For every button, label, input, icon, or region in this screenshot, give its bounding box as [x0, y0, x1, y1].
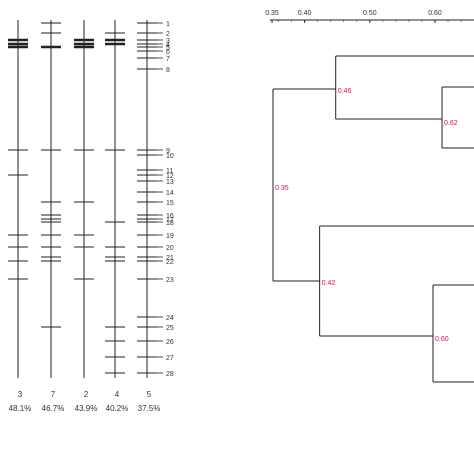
band-number: 26: [166, 339, 174, 346]
band-number: 23: [166, 277, 174, 284]
lane-percent-label: 43.9%: [75, 404, 98, 413]
axis-tick-label: 0.60: [428, 10, 442, 17]
node-similarity-label: 0.42: [322, 280, 336, 287]
gel-panel: 348.1%746.7%243.9%440.2%537.5%1234567891…: [8, 20, 174, 413]
lane-percent-label: 40.2%: [106, 404, 129, 413]
band-number: 13: [166, 179, 174, 186]
band-number: 16: [166, 213, 174, 220]
band-number: 11: [166, 168, 173, 175]
band-number: 19: [166, 233, 174, 240]
band-number: 21: [166, 255, 174, 262]
band-number: 12: [166, 173, 174, 180]
lane-percent-label: 37.5%: [138, 404, 161, 413]
lane-label: 2: [84, 390, 89, 399]
band-number: 27: [166, 355, 174, 362]
band-number: 28: [166, 371, 174, 378]
band-number: 10: [166, 153, 174, 160]
band-number: 2: [166, 31, 170, 38]
band-number: 14: [166, 190, 174, 197]
band-number: 24: [166, 315, 174, 322]
node-similarity-label: 0.35: [275, 185, 289, 192]
band-number: 17: [166, 217, 174, 224]
lane-label: 4: [115, 390, 120, 399]
node-similarity-label: 0.62: [444, 120, 458, 127]
lane-label: 5: [147, 390, 152, 399]
band-number: 3: [166, 38, 170, 45]
lane-percent-label: 48.1%: [9, 404, 32, 413]
band-number: 18: [166, 220, 174, 227]
band-number: 8: [166, 67, 170, 74]
axis-tick-label: 0.35: [265, 10, 279, 17]
band-number: 4: [166, 42, 170, 49]
lane-percent-label: 46.7%: [42, 404, 65, 413]
lane-label: 7: [51, 390, 56, 399]
band-number: 20: [166, 245, 174, 252]
band-number: 1: [166, 21, 170, 28]
band-number: 5: [166, 45, 170, 52]
band-number: 15: [166, 200, 174, 207]
node-similarity-label: 0.60: [435, 336, 449, 343]
lane-label: 3: [18, 390, 23, 399]
band-number: 7: [166, 56, 170, 63]
band-number: 25: [166, 325, 174, 332]
axis-tick-label: 0.40: [298, 10, 312, 17]
band-number: 22: [166, 259, 174, 266]
node-similarity-label: 0.46: [338, 88, 352, 95]
band-number: 9: [166, 148, 170, 155]
dendrogram-panel: 0.35 0.40 0.50 0.60 0.35 0.46 0.62 0.42 0.60: [265, 10, 474, 383]
band-number: 6: [166, 49, 170, 56]
axis-tick-label: 0.50: [363, 10, 377, 17]
